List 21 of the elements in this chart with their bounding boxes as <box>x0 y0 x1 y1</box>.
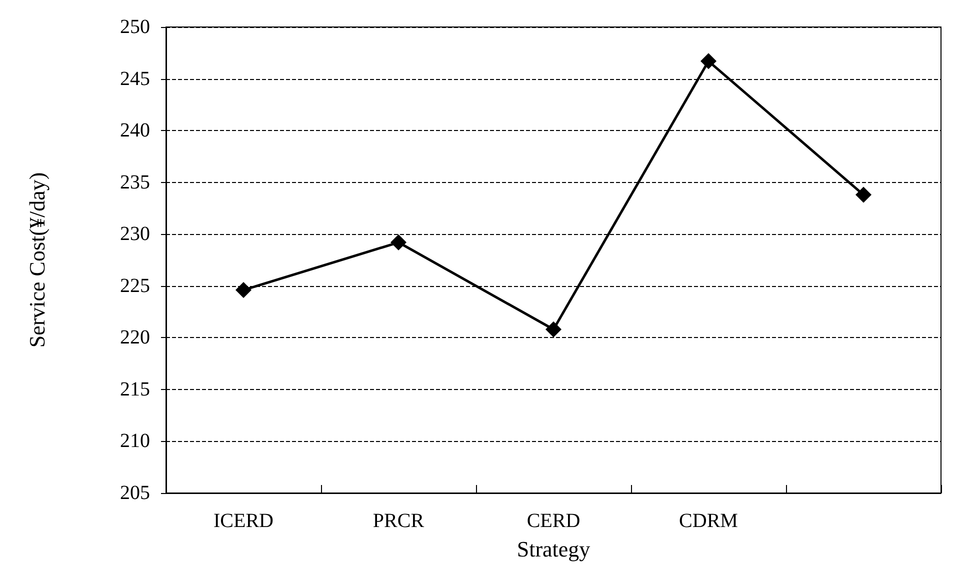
y-tick-label: 240 <box>120 120 150 142</box>
x-tick-label: PRCR <box>372 510 425 532</box>
x-tick-label: CDRM <box>679 510 738 532</box>
point <box>236 282 252 298</box>
point <box>856 186 872 203</box>
x-tick-label: CERD <box>526 510 580 532</box>
point <box>700 53 716 70</box>
y-tick-label: 210 <box>120 430 150 452</box>
y-tick-label: 220 <box>120 326 150 349</box>
y-tick-label: 230 <box>120 223 150 246</box>
y-tick-label: 250 <box>120 16 150 38</box>
x-axis-title: Strategy <box>516 536 590 562</box>
x-tick-label: ICERD <box>214 510 274 532</box>
point <box>546 321 562 338</box>
y-tick-label: 215 <box>120 378 150 400</box>
y-tick-label: 205 <box>120 482 150 504</box>
y-tick-label: 225 <box>120 274 150 297</box>
y-tick-label: 235 <box>120 171 150 194</box>
point <box>390 234 406 250</box>
y-axis-title: Service Cost(¥/day) <box>24 172 50 348</box>
y-tick-label: 245 <box>120 68 150 90</box>
